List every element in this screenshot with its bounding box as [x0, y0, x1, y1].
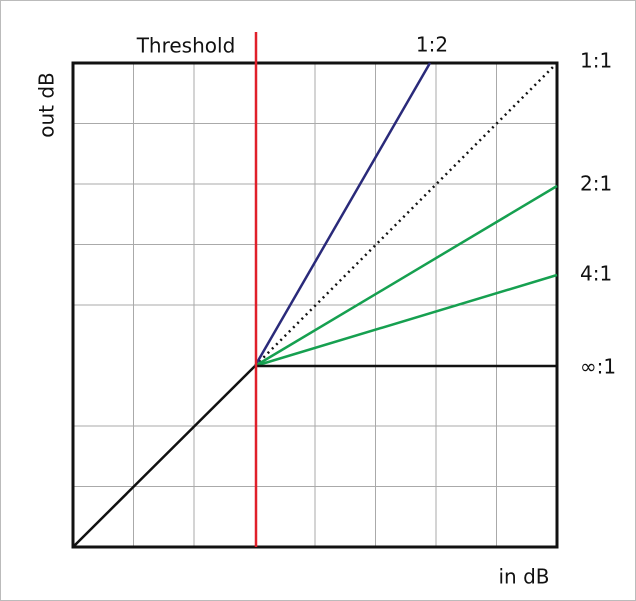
- ratio-label: 1:1: [580, 49, 612, 73]
- ratio-label: 1:2: [416, 33, 448, 57]
- ratio-label: ∞:1: [580, 355, 616, 379]
- grid: [73, 63, 557, 547]
- threshold-label: Threshold: [136, 34, 236, 58]
- ratio-line-2-1: [254, 184, 558, 368]
- ratio-label: 4:1: [580, 262, 612, 286]
- ratio-line-4-1: [254, 273, 558, 368]
- y-axis-label: out dB: [35, 72, 59, 138]
- ratio-line-1-2: [253, 62, 432, 367]
- linear-segment: [72, 365, 256, 548]
- ratio-label: 2:1: [580, 172, 612, 196]
- plot-frame: [71, 61, 559, 549]
- x-axis-label: in dB: [498, 565, 549, 589]
